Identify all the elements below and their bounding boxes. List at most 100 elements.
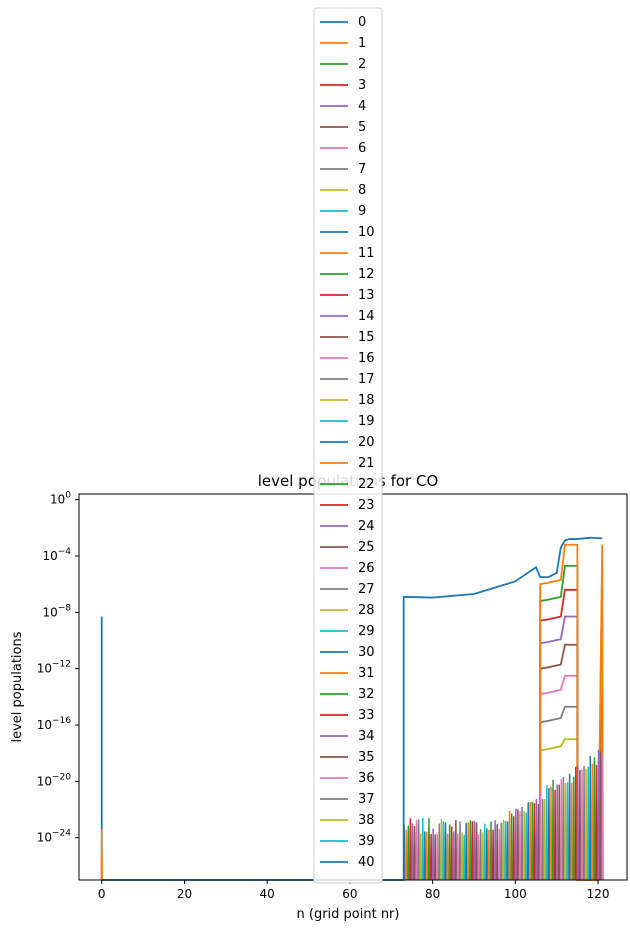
noise-spike	[467, 822, 470, 881]
noise-spike	[524, 812, 528, 881]
noise-spike	[436, 833, 439, 881]
noise-spike	[500, 822, 503, 881]
legend-entry: 33	[358, 708, 375, 723]
noise-spike	[551, 779, 555, 881]
legend-entry: 38	[358, 813, 375, 828]
legend-entry: 13	[358, 288, 375, 303]
noise-spike	[560, 779, 563, 881]
noise-spike	[582, 765, 586, 881]
y-tick-label: 10−24	[37, 829, 72, 845]
x-tick-label: 120	[587, 887, 610, 901]
legend-entry: 32	[358, 687, 375, 702]
legend-entry: 31	[358, 666, 375, 681]
noise-spike	[562, 776, 565, 881]
noise-spike	[433, 834, 437, 881]
legend-entry: 16	[358, 351, 375, 366]
noise-spike	[541, 799, 544, 881]
noise-spike	[471, 821, 474, 881]
legend-box	[313, 7, 383, 884]
noise-spike	[485, 828, 489, 881]
y-tick-label: 10−16	[37, 716, 72, 732]
series-line-1	[539, 543, 604, 881]
noise-spike	[100, 829, 103, 881]
noise-spike	[547, 788, 551, 881]
x-tick-label: 80	[425, 887, 440, 901]
noise-spike	[566, 782, 569, 881]
legend-entry: 0	[358, 15, 366, 30]
noise-spike	[402, 824, 406, 881]
legend-entry: 20	[358, 435, 375, 450]
noise-spike	[555, 784, 559, 881]
legend-entry: 19	[358, 414, 375, 429]
legend-entry: 7	[358, 162, 366, 177]
noise-spike	[423, 831, 427, 881]
noise-spike	[429, 833, 433, 881]
noise-spike	[580, 769, 584, 881]
noise-spike	[421, 818, 425, 881]
noise-spike	[578, 769, 582, 881]
legend-entry: 17	[358, 372, 375, 387]
noise-spike	[595, 764, 598, 881]
legend-entry: 39	[358, 834, 375, 849]
legend-entry: 28	[358, 603, 375, 618]
legend-entry: 15	[358, 330, 375, 345]
noise-spike	[574, 766, 578, 881]
noise-spike	[411, 823, 414, 881]
noise-spike	[448, 824, 451, 881]
noise-spike	[564, 783, 567, 881]
noise-spike	[415, 820, 418, 881]
legend-entry: 27	[358, 582, 375, 597]
legend-entry: 8	[358, 183, 366, 198]
noise-spike	[553, 789, 557, 881]
noise-spike	[427, 818, 431, 881]
y-tick-label: 10−4	[42, 547, 71, 563]
legend-entry: 6	[358, 141, 366, 156]
noise-spike	[514, 808, 518, 881]
noise-spike	[543, 799, 547, 881]
y-tick-label: 100	[50, 491, 71, 507]
noise-spike	[572, 776, 576, 881]
y-tick-label: 10−8	[42, 603, 71, 619]
x-tick-label: 60	[342, 887, 357, 901]
noise-spike	[477, 834, 480, 881]
noise-spike	[512, 816, 516, 881]
noise-spike	[438, 823, 441, 881]
x-tick-label: 20	[177, 887, 192, 901]
legend-entry: 21	[358, 456, 375, 471]
legend-entry: 36	[358, 771, 375, 786]
noise-spike	[425, 831, 429, 881]
noise-spike	[413, 825, 416, 881]
x-axis: 0 20 40 60 80 100 120	[98, 880, 610, 901]
noise-spike	[409, 818, 412, 881]
y-tick-label: 10−12	[37, 660, 71, 676]
noise-spike	[419, 833, 422, 881]
noise-spike	[529, 802, 532, 881]
legend-entry: 35	[358, 750, 375, 765]
noise-spike	[473, 820, 476, 881]
noise-spike	[533, 803, 536, 881]
legend-entry: 23	[358, 498, 375, 513]
legend-entry: 25	[358, 540, 375, 555]
noise-spike	[576, 765, 580, 881]
noise-spike	[537, 803, 540, 881]
legend-entry: 4	[358, 99, 366, 114]
y-axis: 100 10−4 10−8 10−12 10−16 10−20 10−24	[37, 491, 79, 845]
noise-spike	[586, 766, 590, 881]
noise-spike	[464, 822, 468, 881]
noise-spike	[456, 833, 460, 881]
noise-spike	[522, 811, 526, 881]
legend-entry: 9	[358, 204, 366, 219]
legend-entry: 10	[358, 225, 375, 240]
noise-spike	[516, 809, 520, 881]
noise-spike	[404, 829, 408, 881]
noise-spike	[518, 811, 522, 881]
noise-spike	[549, 786, 553, 881]
legend-entry: 14	[358, 309, 375, 324]
noise-spike	[506, 821, 509, 881]
noise-spike	[498, 828, 501, 881]
noise-spike	[539, 790, 542, 881]
noise-spike	[593, 757, 596, 881]
noise-spike	[479, 829, 482, 881]
noise-spike	[508, 810, 511, 881]
